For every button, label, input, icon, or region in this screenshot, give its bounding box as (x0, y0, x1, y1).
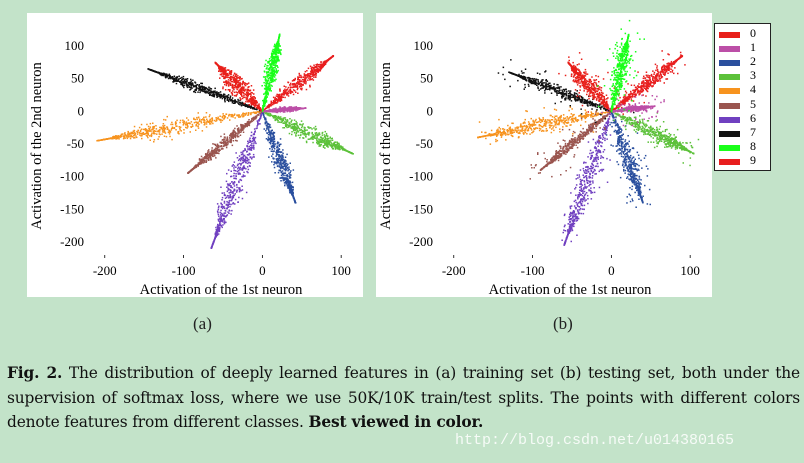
legend-swatch (719, 46, 740, 53)
legend-label: 2 (750, 54, 756, 69)
legend-item-4: 4 (718, 82, 770, 97)
legend-item-2: 2 (718, 54, 770, 69)
series-3 (263, 111, 354, 155)
y-tick-label: 0 (427, 103, 434, 118)
legend-swatch (719, 74, 740, 81)
y-tick-label: -150 (60, 201, 84, 216)
y-axis-label: Activation of the 2nd neuron (378, 61, 394, 229)
legend-swatch (719, 158, 740, 165)
watermark: http://blog.csdn.net/u014380165 (455, 432, 735, 449)
series-1 (601, 92, 665, 127)
series-4 (477, 97, 614, 145)
y-tick-label: -200 (60, 234, 84, 249)
series-0 (214, 61, 263, 112)
legend-item-3: 3 (718, 68, 770, 83)
series-6 (561, 111, 617, 246)
y-tick-label: 100 (414, 38, 434, 53)
series-8 (596, 19, 645, 112)
legend-item-8: 8 (718, 138, 770, 154)
legend-label: 3 (750, 68, 756, 83)
axes: -200 -100 0 100 100 50 0 -50 -100 -150 -200 Activat… (378, 38, 700, 297)
legend-swatch (719, 88, 740, 95)
x-tick-label: -100 (172, 263, 196, 278)
legend-item-7: 7 (718, 124, 770, 140)
legend-swatch (719, 144, 740, 151)
legend-item-0: 0 (718, 26, 770, 41)
legend-label: 0 (750, 26, 756, 40)
legend-label: 8 (750, 138, 756, 153)
series-5 (529, 110, 612, 180)
y-tick-label: -200 (409, 234, 433, 249)
legend-swatch (719, 32, 740, 38)
x-tick-label: -100 (521, 263, 545, 278)
series-0 (558, 52, 624, 115)
series-4 (96, 110, 263, 143)
legend-item-9: 9 (718, 152, 770, 168)
legend-label: 4 (750, 82, 756, 97)
axes: -200 -100 0 100 100 50 0 -50 -100 -150 -200 Activat… (29, 38, 351, 297)
series-2 (262, 111, 297, 204)
legend-swatch (719, 60, 740, 67)
y-tick-label: 50 (71, 71, 84, 86)
x-tick-label: -200 (442, 263, 466, 278)
series-1 (261, 106, 307, 114)
series-5 (187, 110, 264, 174)
caption-text: The distribution of deeply learned featu… (7, 364, 800, 431)
x-tick-label: 100 (331, 263, 351, 278)
y-tick-label: 50 (420, 71, 433, 86)
y-tick-label: -50 (416, 136, 433, 151)
series-9 (262, 55, 335, 112)
panel-label-b: (b) (553, 314, 573, 333)
y-tick-label: -100 (409, 169, 433, 184)
series-3 (611, 111, 700, 167)
legend-label: 1 (750, 40, 756, 55)
y-tick-label: 0 (78, 103, 85, 118)
caption-bold-tail: Best viewed in color. (308, 413, 484, 431)
legend-item-5: 5 (718, 96, 770, 112)
legend-swatch (719, 116, 740, 123)
scatter-panel-a: -200 -100 0 100 100 50 0 -50 -100 -150 -200 Activat… (27, 13, 363, 297)
panel-label-a: (a) (193, 314, 212, 333)
legend-label: 5 (750, 96, 756, 111)
series-9 (612, 50, 686, 112)
x-tick-label: 0 (259, 263, 266, 278)
legend-label: 9 (750, 152, 756, 167)
y-tick-label: -50 (67, 136, 84, 151)
scatter-plot-b: -200 -100 0 100 100 50 0 -50 -100 -150 -200 Activat… (378, 19, 700, 297)
scatter-panel-b: -200 -100 0 100 100 50 0 -50 -100 -150 -200 Activat… (376, 13, 712, 297)
y-tick-label: -100 (60, 169, 84, 184)
scatter-plot-a: -200 -100 0 100 100 50 0 -50 -100 -150 -200 Activat… (29, 33, 354, 297)
y-tick-label: -150 (409, 201, 433, 216)
caption-label: Fig. 2. (7, 364, 63, 382)
y-tick-label: 100 (65, 38, 85, 53)
x-axis-label: Activation of the 1st neuron (140, 282, 303, 297)
x-tick-label: -200 (93, 263, 117, 278)
x-tick-label: 100 (680, 263, 700, 278)
series-8 (261, 33, 282, 112)
x-axis-label: Activation of the 1st neuron (489, 282, 652, 297)
series-7 (497, 59, 635, 124)
x-tick-label: 0 (608, 263, 615, 278)
legend-item-6: 6 (718, 110, 770, 126)
legend-label: 7 (750, 124, 756, 139)
series-2 (605, 107, 651, 208)
series-7 (147, 68, 262, 112)
legend-label: 6 (750, 110, 756, 125)
figure-caption: Fig. 2. The distribution of deeply learn… (7, 361, 800, 435)
legend-item-1: 1 (718, 40, 770, 55)
y-axis-label: Activation of the 2nd neuron (29, 61, 45, 229)
legend-swatch (719, 102, 740, 109)
series-6 (210, 112, 263, 249)
legend-swatch (719, 130, 740, 137)
